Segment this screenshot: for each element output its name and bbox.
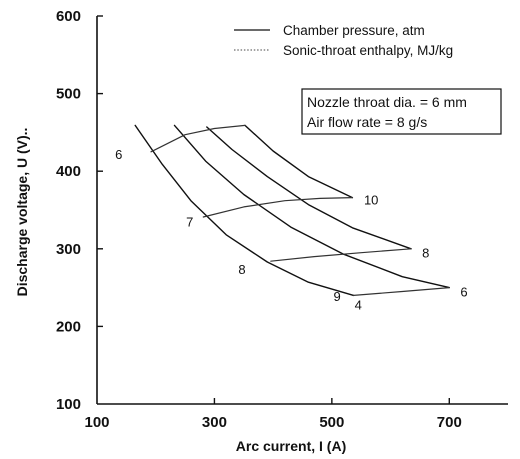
- legend: Chamber pressure, atm Sonic-throat entha…: [234, 23, 453, 58]
- data-label: 10: [364, 193, 378, 208]
- data-label: 6: [460, 284, 467, 299]
- y-axis-title: Discharge voltage, U (V)..: [14, 128, 30, 297]
- chamber-pressure-curve-10: [244, 124, 354, 199]
- x-tick-label: 700: [437, 414, 462, 431]
- series-layer: [134, 124, 450, 297]
- y-axis-ticks: 100 200 300 400 500 600: [56, 8, 103, 413]
- data-label: 7: [186, 214, 193, 229]
- sonic-throat-enthalpy-curve-7: [202, 197, 353, 218]
- annotation-frame: [301, 88, 502, 135]
- x-tick-label: 300: [202, 414, 227, 431]
- sonic-throat-enthalpy-curve-9: [353, 287, 450, 296]
- x-axis-ticks: 100 300 500 700: [84, 398, 462, 431]
- sonic-throat-enthalpy-curve-6: [150, 124, 246, 153]
- x-tick-label: 100: [84, 414, 109, 431]
- annotation-box: Nozzle throat dia. = 6 mm Air flow rate …: [301, 88, 502, 135]
- chamber-pressure-curve-4: [134, 124, 355, 297]
- y-tick-label: 400: [56, 163, 81, 180]
- annotation-line-1: Nozzle throat dia. = 6 mm: [307, 94, 467, 110]
- y-tick-label: 300: [56, 241, 81, 258]
- y-tick-label: 200: [56, 318, 81, 335]
- data-label: 6: [115, 147, 122, 162]
- chamber-pressure-curve-6: [173, 124, 450, 289]
- y-tick-label: 500: [56, 86, 81, 103]
- data-label: 4: [355, 297, 362, 312]
- data-label: 8: [238, 262, 245, 277]
- sonic-throat-enthalpy-curve-8: [270, 248, 412, 262]
- chamber-pressure-curve-8: [206, 126, 412, 250]
- annotation-line-2: Air flow rate = 8 g/s: [307, 114, 427, 130]
- x-tick-label: 500: [319, 414, 344, 431]
- plot-axes: [96, 16, 508, 405]
- x-axis-title: Arc current, I (A): [236, 438, 346, 454]
- data-label: 8: [422, 245, 429, 260]
- data-label: 9: [334, 289, 341, 304]
- legend-label-chamber-pressure: Chamber pressure, atm: [283, 23, 425, 38]
- legend-label-sonic-throat-enthalpy: Sonic-throat enthalpy, MJ/kg: [283, 43, 453, 58]
- y-tick-label: 600: [56, 8, 81, 25]
- y-tick-label: 100: [56, 396, 81, 413]
- data-labels-layer: 6 7 8 94 10 8 6: [115, 147, 467, 313]
